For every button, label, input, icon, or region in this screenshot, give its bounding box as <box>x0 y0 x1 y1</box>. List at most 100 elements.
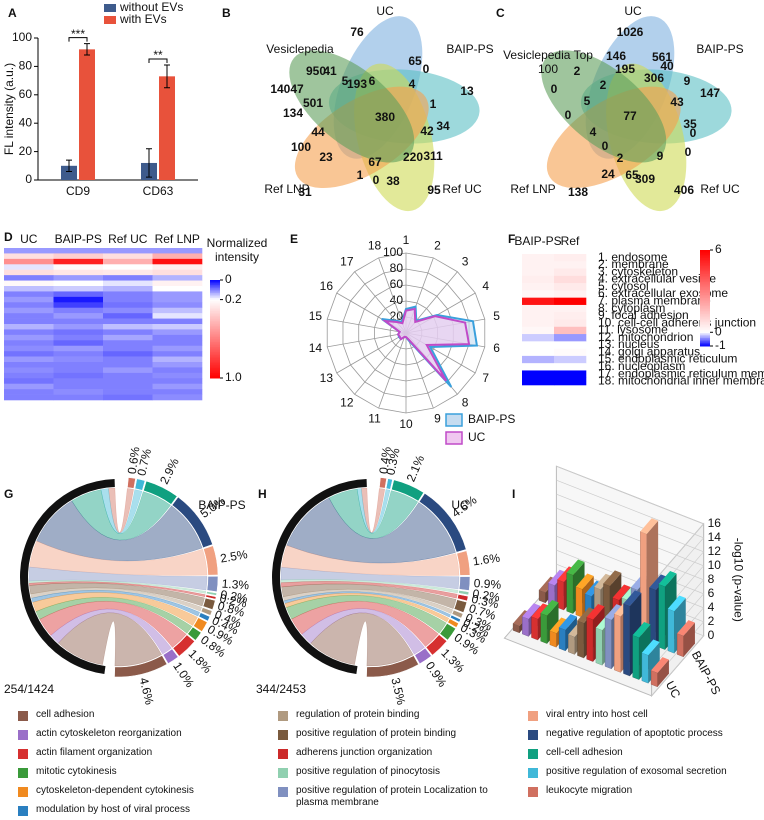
colorbar-step <box>700 250 710 253</box>
x-tick-label: CD9 <box>66 184 90 198</box>
legend-label: modulation by host of viral process <box>36 804 190 815</box>
column-label: Ref UC <box>108 232 148 246</box>
colorbar-step <box>210 368 220 371</box>
set-label: Vesiclepedia <box>266 42 334 56</box>
colorbar-tick-label: 0 <box>715 324 722 338</box>
set-label-box: Vesiclepedia Top 100 <box>503 48 593 76</box>
heatmap-cell <box>152 275 203 281</box>
bar-top <box>603 570 622 587</box>
heatmap-cell <box>53 383 104 390</box>
legend-label: negative regulation of apoptotic process <box>546 728 723 739</box>
y-tick-label: 60 <box>19 87 33 101</box>
segment-label: 2.5% <box>219 547 249 565</box>
heatmap-cell <box>103 362 153 368</box>
chord-segment <box>171 496 213 549</box>
heatmap-cell <box>4 351 54 357</box>
chord-segment <box>457 594 469 602</box>
heatmap-cell <box>53 378 104 385</box>
colorbar-step <box>210 297 220 301</box>
colorbar-step <box>700 280 710 283</box>
set-label-box: UC <box>376 4 393 18</box>
colorbar-step <box>700 254 710 257</box>
bar-front <box>641 652 649 684</box>
axis-label: 12 <box>340 396 354 410</box>
heatmap-cell <box>152 296 203 303</box>
chord-segment <box>418 492 467 553</box>
heatmap-cell <box>522 348 555 357</box>
colorbar-step <box>700 328 710 331</box>
colorbar-step <box>700 307 710 310</box>
set-label: Ref UC <box>442 182 482 196</box>
legend-swatch <box>18 806 28 816</box>
region-count: 561 <box>652 50 672 64</box>
legend-swatch <box>528 711 538 721</box>
legend-label-box: positive regulation of protein binding <box>296 728 456 739</box>
colorbar-step <box>210 363 220 366</box>
chord-segment <box>439 623 456 641</box>
heatmap-cell <box>152 367 203 374</box>
legend-label: viral entry into host cell <box>546 709 648 720</box>
segment-label: 3.5% <box>388 676 408 706</box>
colorbar-step <box>700 294 710 297</box>
bar-front <box>667 608 675 654</box>
bar-top <box>605 604 623 620</box>
bar-top <box>586 603 605 620</box>
colorbar-step <box>700 298 710 301</box>
row-label: 4. extracellular vesicle <box>598 272 716 286</box>
colorbar-label-box: Normalized intensity <box>207 236 268 264</box>
colorbar-step <box>210 294 220 297</box>
bar-top <box>623 590 642 607</box>
colorbar-step <box>700 262 710 265</box>
segment-label: 1.3% <box>221 577 250 593</box>
heatmap-cell <box>152 313 203 319</box>
set-label-box: UC <box>624 4 641 18</box>
heatmap-cell <box>522 377 555 386</box>
region-count: 41 <box>323 64 337 78</box>
row-label: 15. endoplasmic reticulum <box>598 352 737 366</box>
bar-front <box>549 630 557 648</box>
colorbar-step <box>210 319 220 322</box>
colorbar-step <box>700 275 710 278</box>
legend-label: without EVs <box>119 0 183 14</box>
legend-swatch <box>528 749 538 759</box>
heatmap-cell <box>152 253 203 260</box>
colorbar-step <box>210 340 220 343</box>
region-count: 1 <box>430 97 437 111</box>
legend-label: actin cytoskeleton reorganization <box>36 728 182 739</box>
segment-label: 0.3% <box>470 592 500 612</box>
heatmap-cell <box>53 351 104 357</box>
region-count: 0 <box>602 139 609 153</box>
heatmap-cell <box>522 261 555 269</box>
bar-top <box>549 617 568 634</box>
colorbar-step <box>210 371 220 374</box>
panel-label: E <box>290 232 298 246</box>
bar-front <box>676 633 684 658</box>
bar-top <box>667 595 686 612</box>
heatmap-cell <box>554 312 587 320</box>
spoke <box>354 332 407 395</box>
colorbar-step <box>700 304 710 307</box>
heatmap-cell <box>103 394 153 401</box>
colorbar-step <box>210 353 220 356</box>
colorbar-step <box>210 325 220 328</box>
legend-swatch <box>18 749 28 759</box>
panel-label: H <box>258 487 267 501</box>
colorbar-step <box>210 369 220 372</box>
legend-label-box: cytoskeleton-dependent cytokinesis <box>36 785 194 796</box>
heatmap-cell <box>103 351 153 357</box>
heatmap-cell <box>522 319 555 328</box>
chord-segment <box>202 597 216 610</box>
heatmap-cell <box>4 383 54 390</box>
colorbar-tick-label: 6 <box>715 242 722 256</box>
colorbar-tick-label: 0.2 <box>225 292 242 306</box>
segment-label: 0.2% <box>472 586 502 604</box>
heatmap-cell <box>554 304 587 313</box>
series-label: UC <box>663 679 684 701</box>
region-count: 77 <box>623 109 637 123</box>
heatmap-cell <box>554 348 587 357</box>
colorbar-step <box>700 306 710 309</box>
row-label: 8. cytoplasm <box>598 301 665 315</box>
colorbar-step <box>700 259 710 262</box>
axis-label: 5 <box>493 309 500 323</box>
legend-label-box: positive regulation of pinocytosis <box>296 766 440 777</box>
